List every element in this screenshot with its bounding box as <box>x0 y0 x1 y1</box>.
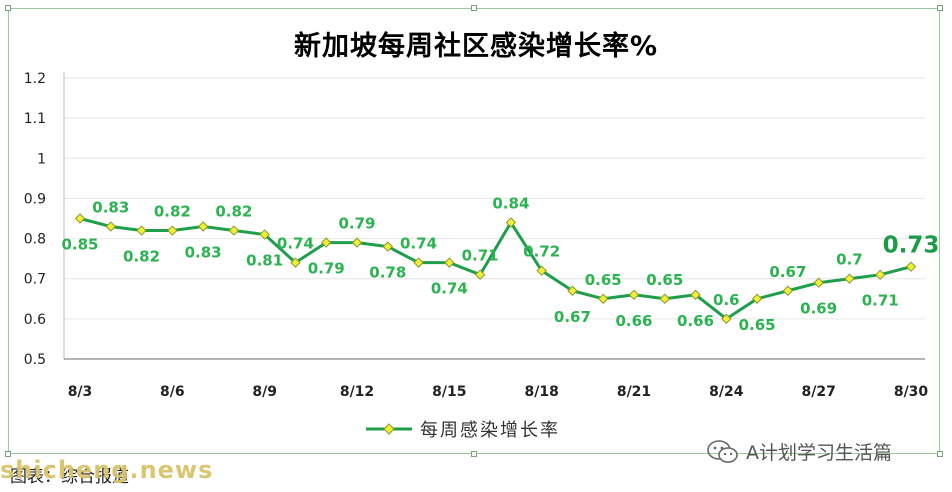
data-label: 0.74 <box>400 235 437 253</box>
series-line <box>79 217 912 321</box>
x-tick-label: 8/6 <box>160 384 185 400</box>
data-point <box>351 237 363 248</box>
resize-handle-bottom-right[interactable] <box>937 451 943 457</box>
data-point <box>628 289 640 300</box>
data-point <box>474 269 486 280</box>
chart-title: 新加坡每周社区感染增长率% <box>293 31 659 62</box>
data-point <box>844 273 855 284</box>
y-tick-label: 1.2 <box>24 71 46 87</box>
site-logo: shicheng.news <box>0 456 214 484</box>
legend-label: 每周感染增长率 <box>420 420 560 441</box>
data-point <box>74 213 86 224</box>
data-label: 0.84 <box>492 195 529 213</box>
data-label: 0.82 <box>215 203 252 221</box>
data-point <box>382 241 393 252</box>
x-tick-label: 8/15 <box>432 384 466 400</box>
data-point <box>197 221 209 232</box>
data-point <box>690 289 701 300</box>
data-point <box>905 261 917 272</box>
data-label: 0.82 <box>154 203 191 221</box>
data-point <box>536 265 547 276</box>
data-label: 0.67 <box>769 263 806 281</box>
data-label: 0.71 <box>862 292 899 310</box>
data-label: 0.82 <box>123 248 160 266</box>
data-label: 0.81 <box>246 252 283 270</box>
data-label: 0.83 <box>185 244 222 262</box>
data-label: 0.74 <box>277 235 314 253</box>
data-point <box>167 225 178 236</box>
data-label: 0.7 <box>836 251 863 269</box>
data-label: 0.6 <box>713 291 740 309</box>
data-label: 0.66 <box>615 312 652 330</box>
data-point <box>598 293 609 304</box>
resize-handle-top-left[interactable] <box>5 5 11 11</box>
watermark: A计划学习生活篇 <box>706 438 892 465</box>
data-label: 0.65 <box>646 271 683 289</box>
legend: 每周感染增长率 <box>366 418 560 441</box>
x-tick-label: 8/18 <box>524 384 558 400</box>
y-tick-label: 1 <box>37 151 46 167</box>
data-point <box>751 293 763 304</box>
x-tick-label: 8/9 <box>252 384 277 400</box>
watermark-text: A计划学习生活篇 <box>746 442 892 464</box>
data-point <box>259 229 270 240</box>
data-point <box>136 225 147 236</box>
resize-handle-bottom[interactable] <box>471 451 477 457</box>
data-label: 0.72 <box>523 243 560 261</box>
data-point <box>567 285 578 296</box>
y-tick-label: 1.1 <box>24 111 46 127</box>
data-label: 0.85 <box>61 236 98 254</box>
data-point <box>321 237 332 248</box>
data-label: 0.79 <box>308 260 345 278</box>
resize-handle-bottom-left[interactable] <box>5 451 11 457</box>
data-label: 0.66 <box>677 312 714 330</box>
data-point <box>444 257 455 268</box>
data-point <box>290 257 301 268</box>
legend-swatch <box>366 423 412 435</box>
data-point <box>721 313 732 325</box>
y-tick-label: 0.7 <box>24 272 46 288</box>
y-tick-label: 0.8 <box>24 232 46 248</box>
data-point <box>782 285 794 296</box>
data-point <box>505 217 517 228</box>
data-point <box>413 257 424 268</box>
x-tick-label: 8/24 <box>709 384 744 400</box>
data-label: 0.74 <box>431 280 468 298</box>
data-label: 0.78 <box>369 264 406 282</box>
y-tick-label: 0.5 <box>24 352 46 368</box>
data-point <box>659 293 670 304</box>
x-tick-label: 8/27 <box>801 384 835 400</box>
data-label: 0.71 <box>462 247 499 265</box>
data-label: 0.83 <box>92 199 129 217</box>
wechat-icon <box>707 439 738 463</box>
data-label: 0.65 <box>585 271 622 289</box>
data-label: 0.73 <box>883 233 940 259</box>
data-point <box>875 269 886 280</box>
data-label: 0.67 <box>554 308 591 326</box>
resize-handle-top-right[interactable] <box>937 5 943 11</box>
source-note: 图表：综合报道 <box>10 467 129 487</box>
data-point <box>228 225 240 236</box>
y-tick-label: 0.9 <box>24 191 46 207</box>
x-tick-label: 8/3 <box>68 384 93 400</box>
x-tick-label: 8/21 <box>617 384 651 400</box>
data-label: 0.65 <box>739 316 776 334</box>
x-tick-label: 8/12 <box>340 384 374 400</box>
resize-handle-top[interactable] <box>471 5 477 11</box>
y-tick-label: 0.6 <box>24 312 46 328</box>
x-tick-label: 8/30 <box>894 384 929 400</box>
data-label: 0.79 <box>338 215 375 233</box>
data-point <box>813 277 824 288</box>
data-point <box>105 221 116 232</box>
data-label: 0.69 <box>800 300 837 318</box>
